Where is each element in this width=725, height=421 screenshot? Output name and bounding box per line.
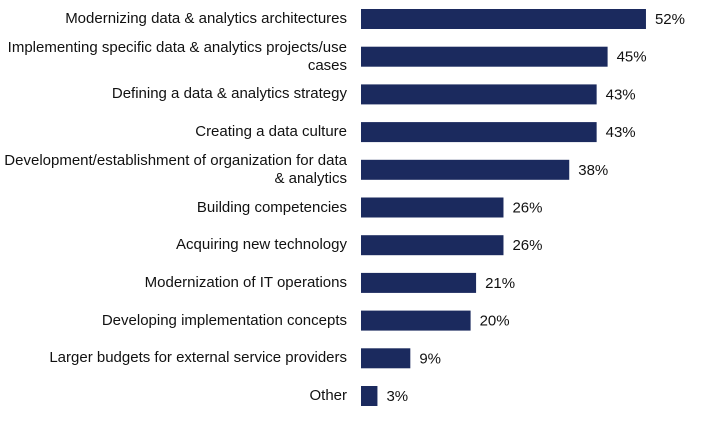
bar bbox=[361, 84, 597, 105]
category-label: Modernization of IT operations bbox=[144, 273, 347, 291]
value-label: 45% bbox=[617, 49, 647, 66]
bar bbox=[361, 348, 411, 369]
category-label: Implementing specific data & analytics p… bbox=[7, 38, 347, 74]
value-label: 9% bbox=[419, 350, 441, 367]
bar bbox=[361, 272, 477, 293]
bar bbox=[361, 159, 570, 180]
category-label: Developing implementation concepts bbox=[101, 311, 347, 329]
category-label: Building competencies bbox=[196, 198, 347, 216]
value-label: 52% bbox=[655, 11, 685, 28]
value-label: 3% bbox=[386, 388, 408, 405]
category-label: Development/establishment of organizatio… bbox=[4, 151, 347, 187]
category-label: Other bbox=[309, 387, 347, 404]
bar bbox=[361, 197, 504, 218]
value-label: 20% bbox=[480, 313, 510, 330]
bar bbox=[361, 46, 608, 67]
category-label: Larger budgets for external service prov… bbox=[49, 349, 347, 367]
value-label: 21% bbox=[485, 275, 515, 292]
category-label: Acquiring new technology bbox=[176, 236, 347, 254]
value-label: 43% bbox=[606, 86, 636, 103]
bar bbox=[361, 386, 378, 406]
category-label: Defining a data & analytics strategy bbox=[111, 85, 347, 103]
value-label: 38% bbox=[578, 162, 608, 179]
bar bbox=[361, 9, 646, 29]
bar bbox=[361, 310, 471, 331]
value-label: 43% bbox=[606, 124, 636, 141]
category-label: Modernizing data & analytics architectur… bbox=[65, 10, 347, 27]
value-label: 26% bbox=[512, 199, 542, 216]
bar bbox=[361, 122, 597, 143]
bar bbox=[361, 235, 504, 256]
value-label: 26% bbox=[512, 237, 542, 254]
category-label: Creating a data culture bbox=[195, 123, 347, 141]
